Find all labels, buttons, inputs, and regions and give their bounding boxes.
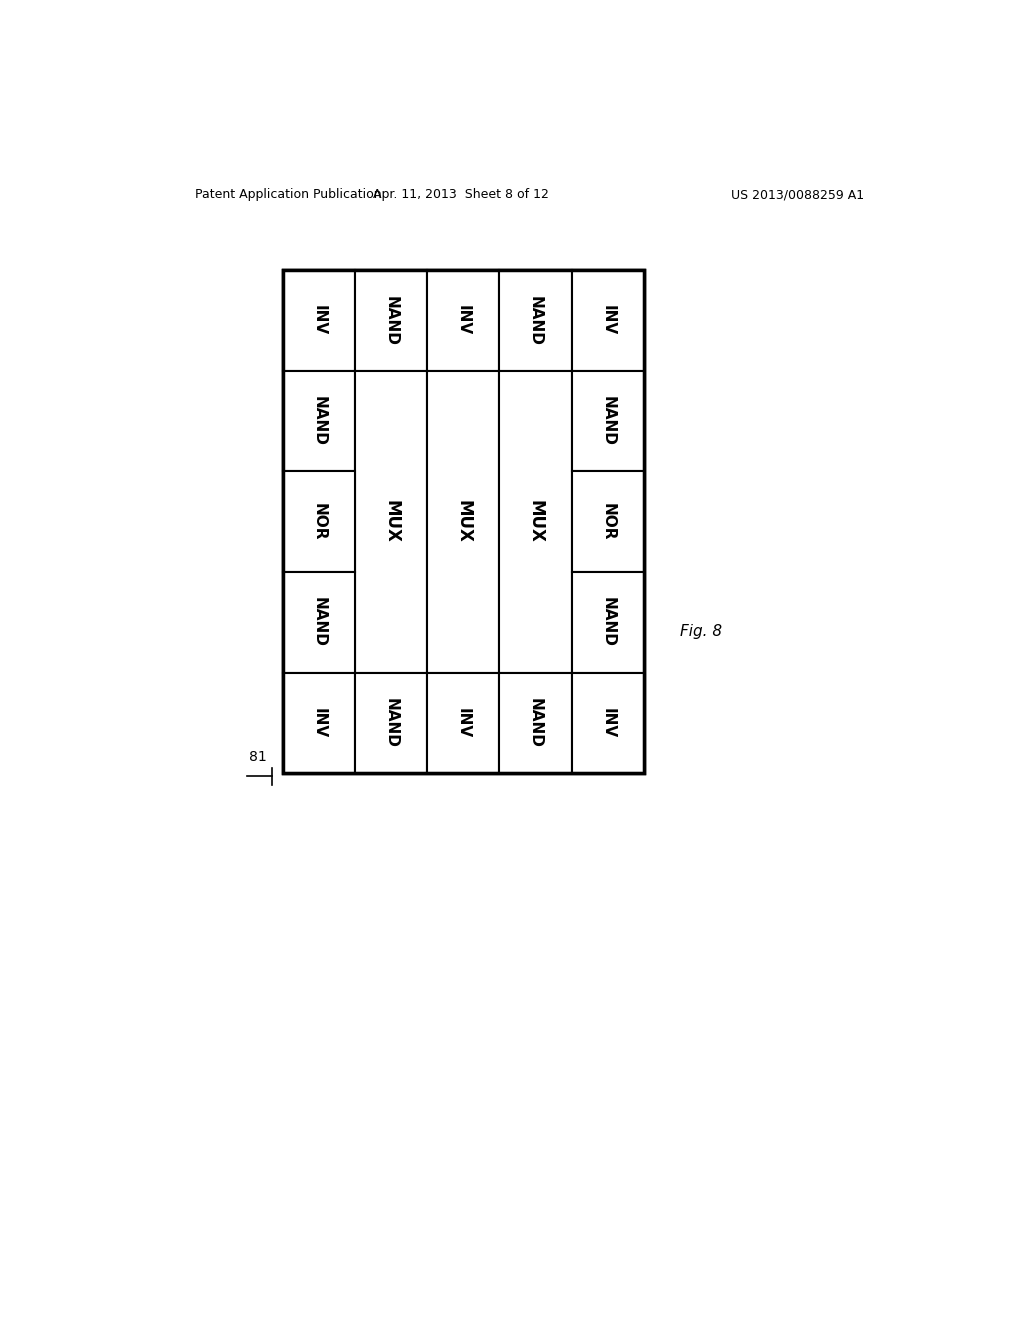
Bar (500, 673, 571, 774)
Text: MUX: MUX (526, 500, 545, 544)
Bar (283, 271, 644, 774)
Text: NAND: NAND (311, 598, 327, 647)
Text: MUX: MUX (382, 500, 400, 544)
Bar (283, 271, 355, 371)
Text: 81: 81 (249, 750, 267, 764)
Text: INV: INV (311, 708, 327, 738)
Bar (355, 271, 427, 371)
Bar (427, 271, 500, 371)
Text: INV: INV (456, 305, 471, 335)
Bar (571, 572, 644, 673)
Text: INV: INV (456, 708, 471, 738)
Bar (571, 673, 644, 774)
Bar (571, 371, 644, 471)
Text: Patent Application Publication: Patent Application Publication (196, 189, 382, 202)
Bar (500, 371, 571, 673)
Bar (571, 471, 644, 572)
Text: INV: INV (311, 305, 327, 335)
Text: US 2013/0088259 A1: US 2013/0088259 A1 (731, 189, 864, 202)
Bar (355, 673, 427, 774)
Bar (283, 471, 355, 572)
Text: NAND: NAND (311, 396, 327, 446)
Bar (283, 673, 355, 774)
Text: Apr. 11, 2013  Sheet 8 of 12: Apr. 11, 2013 Sheet 8 of 12 (374, 189, 549, 202)
Text: NAND: NAND (528, 698, 543, 748)
Text: NAND: NAND (600, 396, 615, 446)
Text: MUX: MUX (455, 500, 472, 544)
Bar (427, 371, 500, 673)
Text: NAND: NAND (528, 296, 543, 346)
Bar (283, 572, 355, 673)
Bar (427, 673, 500, 774)
Bar (283, 371, 355, 471)
Text: NAND: NAND (384, 698, 398, 748)
Bar (283, 271, 644, 774)
Bar (355, 371, 427, 673)
Text: NAND: NAND (600, 598, 615, 647)
Text: INV: INV (600, 708, 615, 738)
Text: NOR: NOR (311, 503, 327, 540)
Text: Fig. 8: Fig. 8 (680, 623, 722, 639)
Text: INV: INV (600, 305, 615, 335)
Bar (571, 271, 644, 371)
Text: NAND: NAND (384, 296, 398, 346)
Text: NOR: NOR (600, 503, 615, 540)
Bar (500, 271, 571, 371)
